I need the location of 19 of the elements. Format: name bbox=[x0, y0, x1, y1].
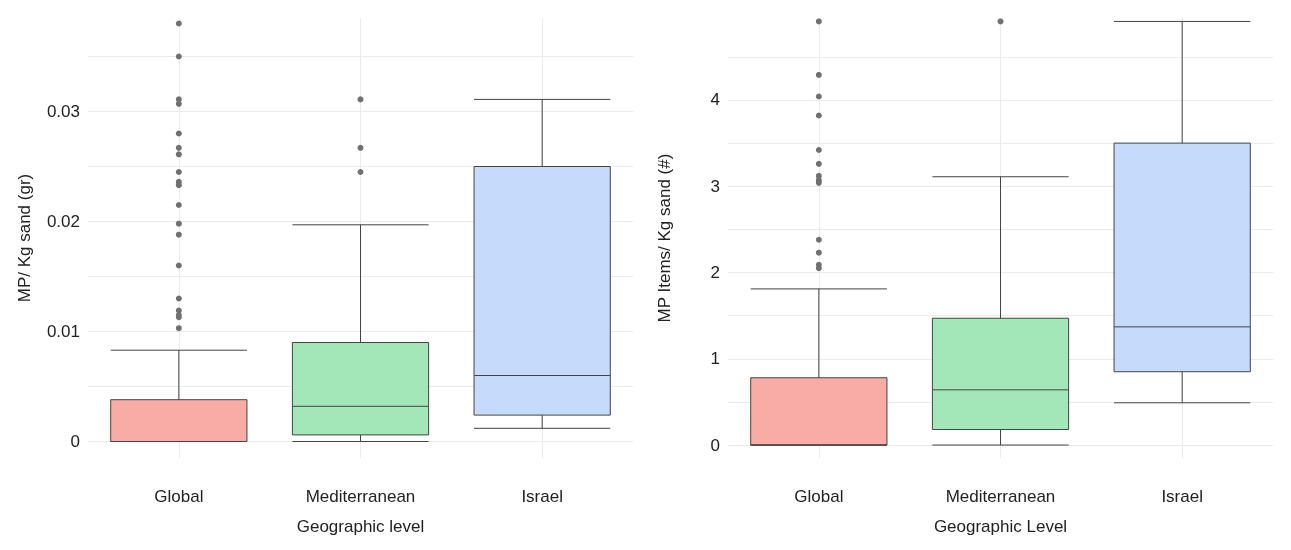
y-tick-label: 2 bbox=[710, 263, 720, 283]
y-axis-title: MP Items/ Kg sand (#) bbox=[655, 153, 674, 323]
y-tick-label: 0.03 bbox=[46, 102, 80, 121]
y-tick-label: 0.02 bbox=[46, 212, 80, 231]
y-tick-label: 1 bbox=[710, 349, 720, 369]
y-tick-label: 0 bbox=[710, 435, 720, 455]
y-tick-label: 3 bbox=[710, 176, 720, 196]
x-axis-title: Geographic Level bbox=[933, 517, 1068, 536]
y-tick-label: 0 bbox=[70, 432, 80, 451]
y-tick-label: 4 bbox=[710, 90, 720, 110]
x-tick-label: Mediterranean bbox=[305, 487, 416, 506]
x-tick-label: Global bbox=[154, 487, 204, 506]
y-axis-title: MP/ Kg sand (gr) bbox=[15, 173, 34, 303]
x-tick-label: Global bbox=[794, 487, 844, 506]
x-tick-label: Israel bbox=[1161, 487, 1203, 506]
x-tick-label: Mediterranean bbox=[945, 487, 1056, 506]
x-axis-title: Geographic level bbox=[296, 517, 425, 536]
y-tick-label: 0.01 bbox=[46, 322, 80, 341]
x-tick-label: Israel bbox=[521, 487, 563, 506]
